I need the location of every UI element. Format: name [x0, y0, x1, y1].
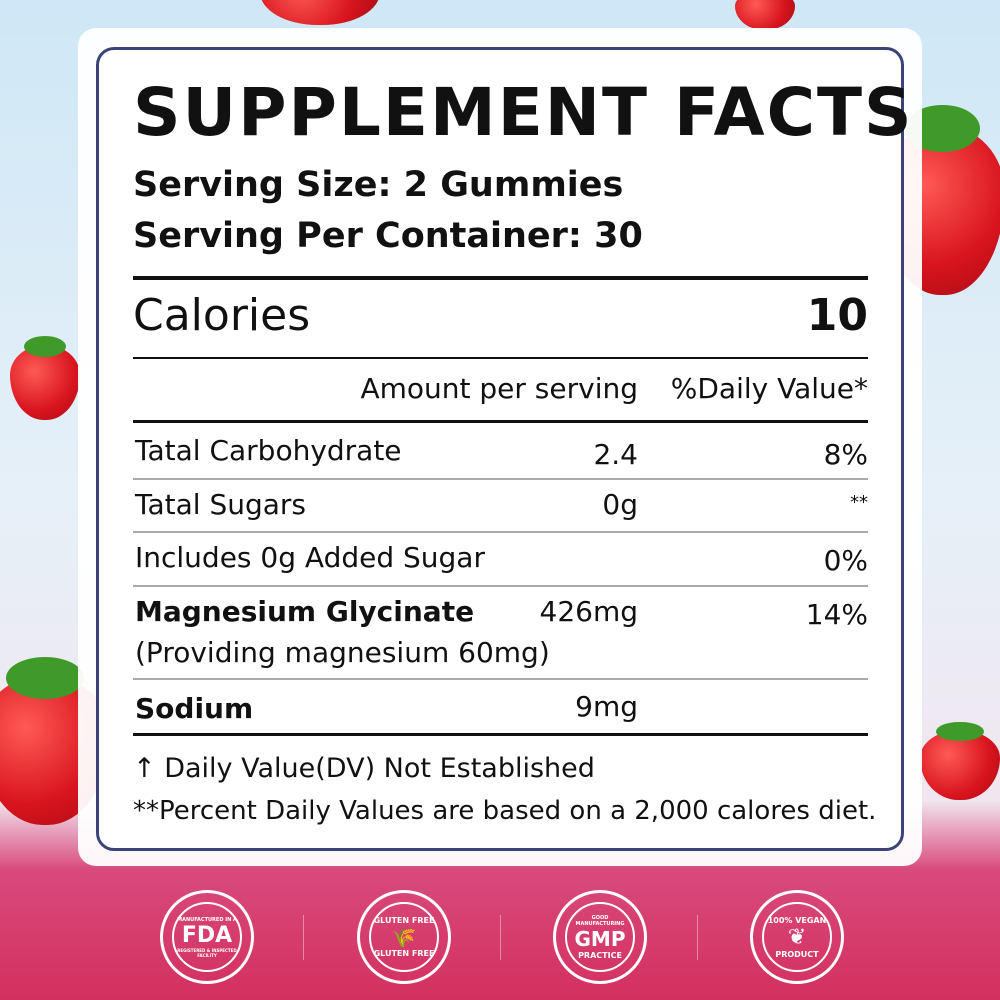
footnote: **Percent Daily Values are based on a 2,… — [133, 796, 877, 826]
divider — [133, 276, 868, 280]
divider — [133, 478, 868, 480]
strawberry-decoration — [260, 0, 380, 25]
calories-value: 10 — [806, 290, 868, 341]
divider — [133, 733, 868, 736]
divider — [133, 678, 868, 680]
strawberry-decoration — [920, 721, 1000, 800]
divider — [133, 420, 868, 423]
divider — [133, 531, 868, 533]
nutrient-amount: 9mg — [575, 690, 638, 723]
nutrient-name: Tatal Carbohydrate — [135, 434, 402, 467]
nutrient-amount: 426mg — [539, 595, 639, 628]
nutrient-dv: 8% — [823, 438, 868, 471]
vegan-leaf-icon: 100% VEGAN ❦ PRODUCT — [750, 890, 844, 984]
nutrient-name: Magnesium Glycinate — [135, 595, 475, 628]
footnote: ↑ Daily Value(DV) Not Established — [133, 753, 595, 784]
page-title: SUPPLEMENT FACTS — [133, 74, 914, 151]
serving-size: Serving Size: 2 Gummies — [133, 165, 624, 205]
calories-label: Calories — [133, 290, 311, 341]
supplement-facts-panel — [96, 47, 904, 851]
nutrient-name: Sodium — [135, 692, 254, 725]
nutrient-dv: 0% — [823, 544, 868, 577]
nutrient-dv: ** — [850, 492, 868, 513]
divider — [133, 585, 868, 587]
fda-badge-icon: MANUFACTURED IN A FDA REGISTERED & INSPECT… — [160, 890, 254, 984]
strawberry-decoration — [10, 336, 80, 420]
divider — [133, 357, 868, 359]
separator — [500, 915, 501, 960]
nutrient-dv: 14% — [805, 598, 868, 631]
nutrient-subtext: (Providing magnesium 60mg) — [135, 636, 550, 669]
amount-header: Amount per serving — [360, 372, 638, 405]
nutrient-amount: 2.4 — [593, 438, 638, 471]
certification-badges: MANUFACTURED IN A FDA REGISTERED & INSPECT… — [0, 890, 1000, 990]
nutrient-amount: 0g — [602, 488, 638, 521]
gluten-free-icon: GLUTEN FREE 🌾 GLUTEN FREE — [357, 890, 451, 984]
nutrient-name: Includes 0g Added Sugar — [135, 541, 485, 574]
dv-header: %Daily Value* — [670, 372, 868, 405]
strawberry-decoration — [735, 0, 795, 30]
nutrient-name: Tatal Sugars — [135, 488, 306, 521]
servings-per-container: Serving Per Container: 30 — [133, 216, 643, 256]
gmp-badge-icon: GOOD MANUFACTURING GMP PRACTICE — [553, 890, 647, 984]
separator — [697, 915, 698, 960]
separator — [303, 915, 304, 960]
